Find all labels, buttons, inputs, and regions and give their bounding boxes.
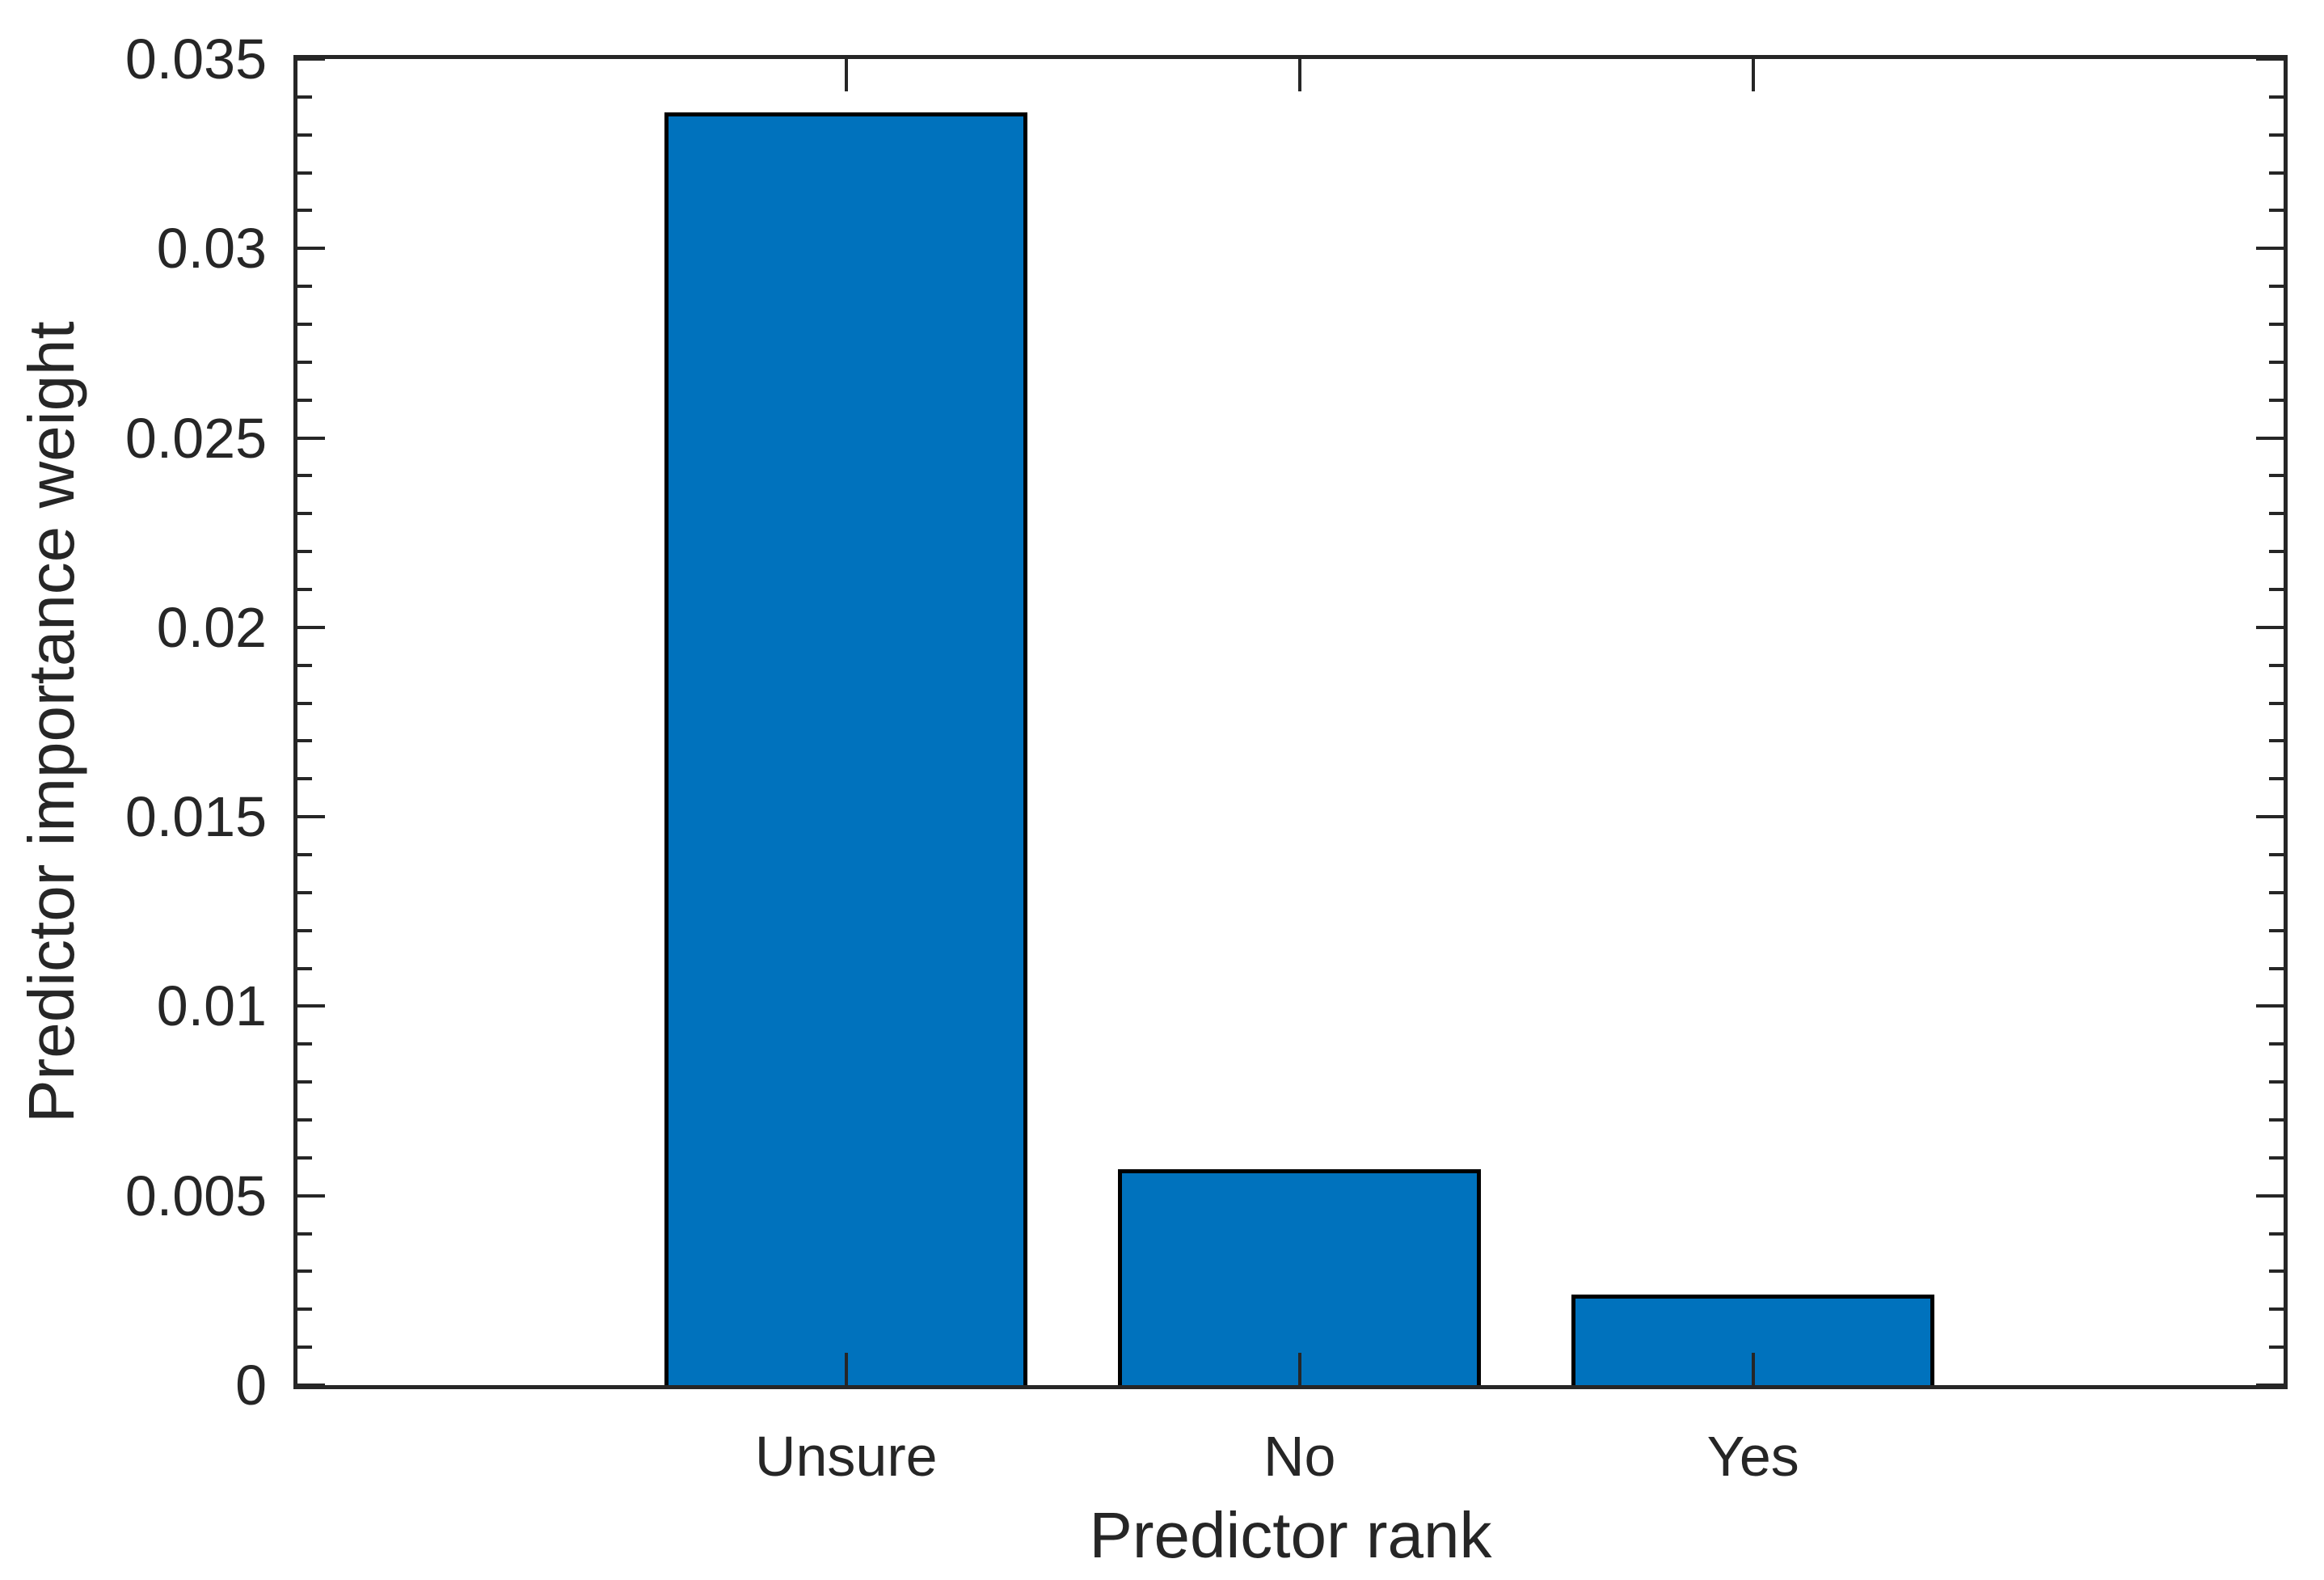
y-minor-tick: [297, 1042, 312, 1046]
y-minor-tick: [297, 398, 312, 402]
x-category-label: Yes: [1706, 1425, 1799, 1488]
y-minor-tick: [297, 1118, 312, 1122]
y-major-tick: [2256, 1004, 2284, 1008]
y-major-tick: [297, 1004, 325, 1008]
y-minor-tick: [297, 285, 312, 289]
y-tick-label: 0: [235, 1354, 267, 1417]
y-minor-tick: [297, 323, 312, 326]
y-minor-tick: [297, 701, 312, 705]
y-minor-tick: [297, 890, 312, 894]
y-minor-tick: [297, 777, 312, 781]
y-major-tick: [2256, 57, 2284, 61]
y-minor-tick: [2269, 1042, 2284, 1046]
y-minor-tick: [2269, 95, 2284, 99]
y-tick-label: 0.015: [124, 785, 267, 849]
y-tick-label: 0.035: [124, 27, 267, 91]
y-minor-tick: [2269, 1346, 2284, 1350]
y-minor-tick: [2269, 739, 2284, 743]
x-category-label: Unsure: [754, 1425, 938, 1488]
y-minor-tick: [2269, 588, 2284, 591]
y-minor-tick: [297, 171, 312, 175]
y-minor-tick: [2269, 209, 2284, 213]
y-major-tick: [297, 247, 325, 251]
y-minor-tick: [2269, 928, 2284, 932]
y-minor-tick: [297, 133, 312, 137]
y-major-tick: [2256, 436, 2284, 440]
y-minor-tick: [2269, 1231, 2284, 1236]
y-minor-tick: [2269, 550, 2284, 554]
y-minor-tick: [297, 360, 312, 364]
y-minor-tick: [2269, 1308, 2284, 1312]
y-minor-tick: [297, 853, 312, 856]
y-major-tick: [2256, 625, 2284, 629]
y-major-tick: [297, 1384, 325, 1387]
y-major-tick: [2256, 247, 2284, 251]
y-minor-tick: [2269, 1155, 2284, 1160]
y-minor-tick: [2269, 853, 2284, 856]
y-minor-tick: [2269, 966, 2284, 970]
y-tick-label: 0.025: [124, 406, 267, 470]
y-minor-tick: [297, 928, 312, 932]
y-major-tick: [297, 815, 325, 819]
bar-no: [1118, 1168, 1482, 1385]
y-minor-tick: [297, 209, 312, 213]
y-minor-tick: [297, 739, 312, 743]
y-minor-tick: [297, 1155, 312, 1160]
y-minor-tick: [297, 588, 312, 591]
y-minor-tick: [2269, 360, 2284, 364]
x-tick: [1751, 1353, 1755, 1385]
y-minor-tick: [2269, 474, 2284, 478]
x-category-label: No: [1263, 1425, 1336, 1488]
y-minor-tick: [297, 1080, 312, 1084]
y-minor-tick: [2269, 1118, 2284, 1122]
y-minor-tick: [297, 512, 312, 516]
x-axis-label: Predictor rank: [1089, 1499, 1492, 1571]
y-minor-tick: [297, 1231, 312, 1236]
x-tick: [844, 59, 848, 91]
y-major-tick: [2256, 815, 2284, 819]
y-major-tick: [297, 625, 325, 629]
y-minor-tick: [2269, 323, 2284, 326]
x-tick: [1751, 59, 1755, 91]
y-major-tick: [297, 1193, 325, 1198]
x-tick: [1297, 1353, 1301, 1385]
y-minor-tick: [297, 474, 312, 478]
y-major-tick: [2256, 1384, 2284, 1387]
y-major-tick: [297, 436, 325, 440]
y-tick-label: 0.01: [156, 974, 267, 1038]
y-minor-tick: [297, 1308, 312, 1312]
y-minor-tick: [2269, 133, 2284, 137]
y-minor-tick: [2269, 1269, 2284, 1274]
bar-unsure: [664, 112, 1028, 1385]
y-minor-tick: [2269, 1080, 2284, 1084]
y-minor-tick: [297, 1269, 312, 1274]
y-minor-tick: [2269, 663, 2284, 667]
x-tick: [1297, 59, 1301, 91]
x-tick: [844, 1353, 848, 1385]
y-tick-label: 0.03: [156, 217, 267, 281]
y-major-tick: [297, 57, 325, 61]
y-major-tick: [2256, 1193, 2284, 1198]
y-minor-tick: [2269, 777, 2284, 781]
y-minor-tick: [2269, 171, 2284, 175]
y-minor-tick: [297, 1346, 312, 1350]
y-minor-tick: [2269, 398, 2284, 402]
y-minor-tick: [2269, 701, 2284, 705]
y-minor-tick: [297, 663, 312, 667]
y-minor-tick: [2269, 285, 2284, 289]
y-tick-label: 0.02: [156, 595, 267, 659]
y-minor-tick: [2269, 890, 2284, 894]
y-minor-tick: [297, 966, 312, 970]
y-tick-label: 0.005: [124, 1164, 267, 1227]
y-minor-tick: [297, 95, 312, 99]
plot-area: [293, 55, 2288, 1389]
y-minor-tick: [2269, 512, 2284, 516]
y-minor-tick: [297, 550, 312, 554]
